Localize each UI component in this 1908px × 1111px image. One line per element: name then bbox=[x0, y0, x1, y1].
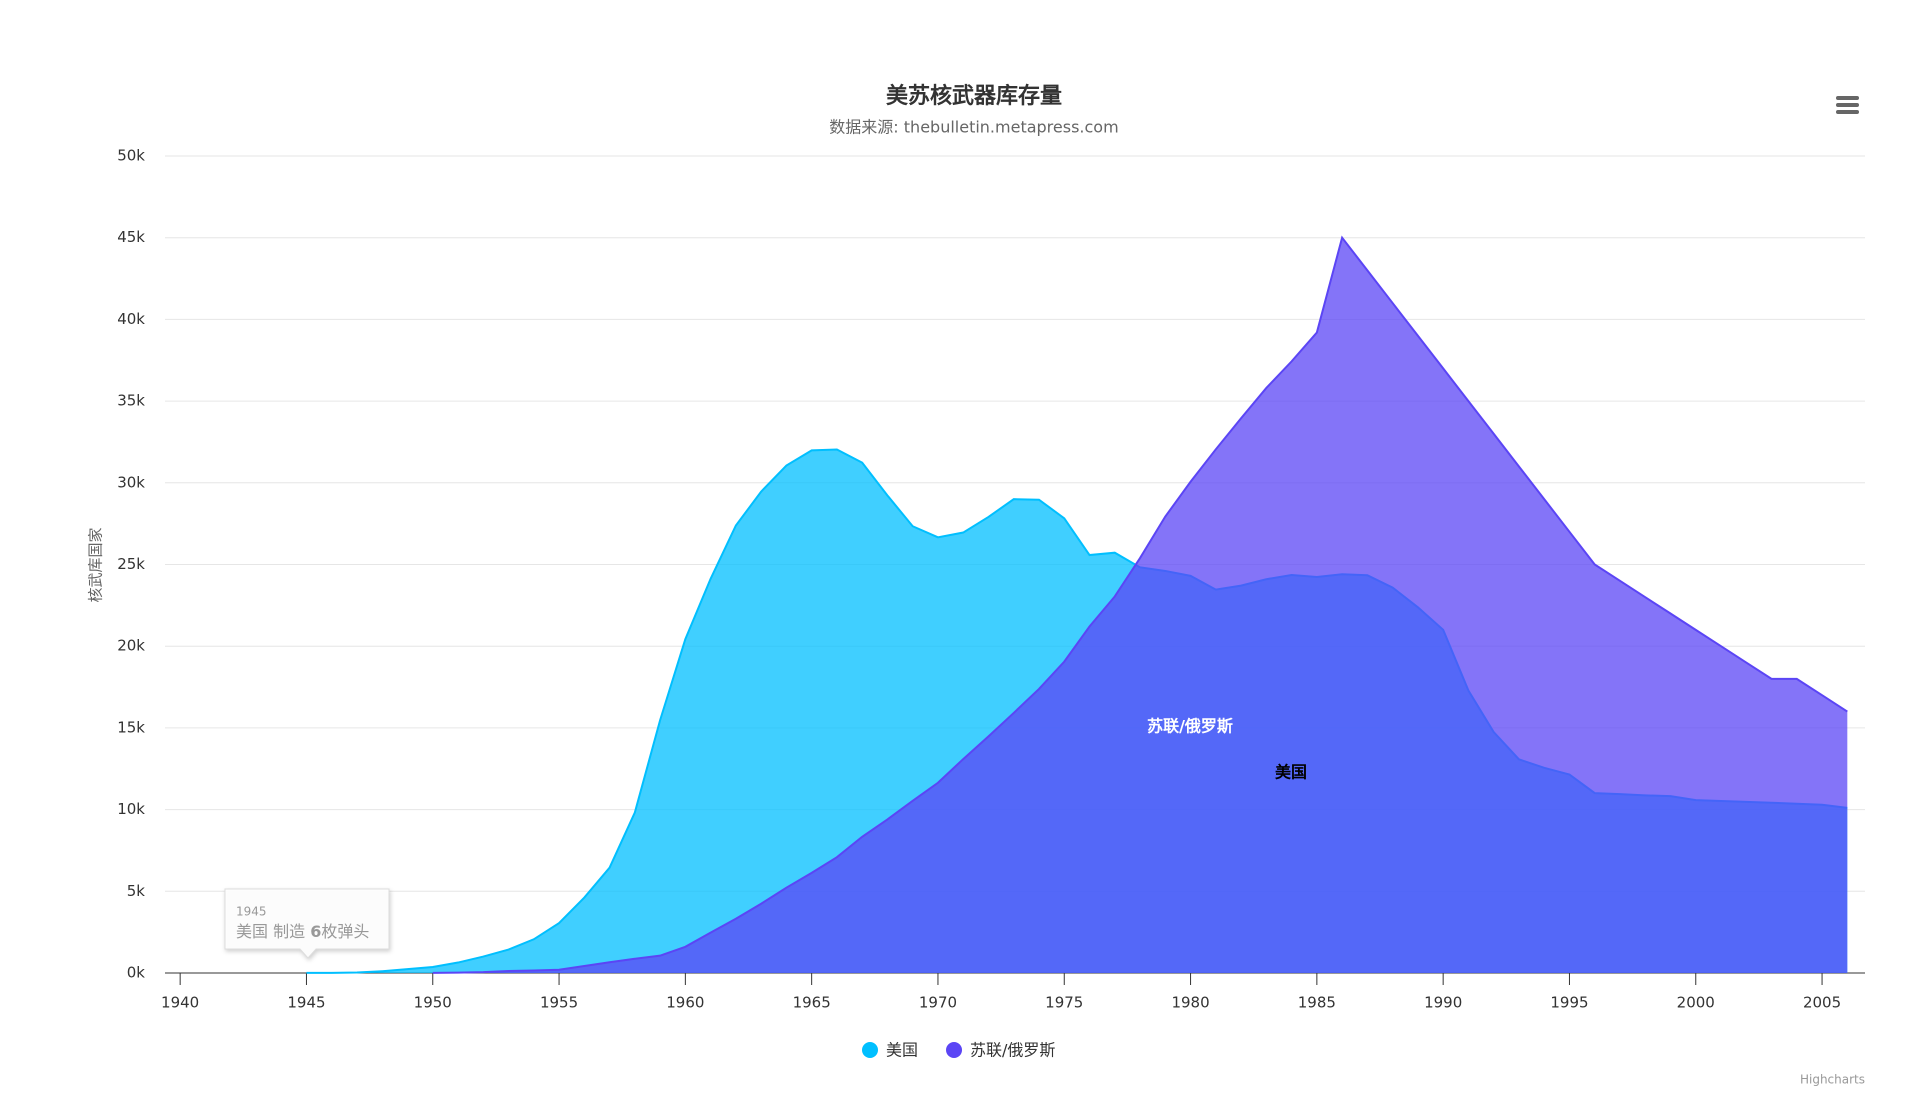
legend-symbol bbox=[946, 1042, 963, 1058]
y-tick-label: 30k bbox=[117, 473, 145, 491]
legend-label: 美国 bbox=[886, 1041, 918, 1060]
menu-bar bbox=[1836, 103, 1859, 107]
x-tick-label: 1945 bbox=[287, 994, 325, 1012]
y-tick-label: 45k bbox=[117, 228, 145, 246]
area-line bbox=[432, 235, 1848, 974]
x-tick-label: 1950 bbox=[414, 994, 452, 1012]
chart-subtitle: 数据来源: thebulletin.metapress.com bbox=[829, 118, 1118, 137]
series-annotation: 苏联/俄罗斯 bbox=[1147, 717, 1233, 736]
tooltip-part: 美国 bbox=[236, 922, 268, 941]
y-tick-label: 25k bbox=[117, 555, 145, 573]
legend-item[interactable]: 美国 bbox=[862, 1041, 918, 1060]
chart-title: 美苏核武器库存量 bbox=[886, 83, 1062, 109]
menu-bar bbox=[1836, 96, 1859, 100]
legend-label: 苏联/俄罗斯 bbox=[970, 1041, 1055, 1060]
menu-bar bbox=[1836, 110, 1859, 114]
x-tick-label: 2005 bbox=[1803, 994, 1841, 1012]
y-tick-label: 5k bbox=[127, 882, 146, 900]
y-tick-label: 10k bbox=[117, 800, 145, 818]
x-tick-label: 1975 bbox=[1045, 994, 1083, 1012]
tooltip-part: 制造 bbox=[273, 922, 305, 941]
tooltip-box bbox=[224, 888, 390, 959]
x-tick-label: 2000 bbox=[1677, 994, 1715, 1012]
x-tick-label: 1995 bbox=[1550, 994, 1588, 1012]
x-tick-label: 1980 bbox=[1171, 994, 1209, 1012]
y-tick-label: 35k bbox=[117, 392, 145, 410]
tooltip-part: 枚弹头 bbox=[321, 922, 369, 941]
credits[interactable]: Highcharts bbox=[1800, 1073, 1865, 1087]
y-tick-label: 0k bbox=[127, 964, 146, 982]
y-tick-label: 20k bbox=[117, 637, 145, 655]
x-tick-label: 1940 bbox=[161, 994, 199, 1012]
y-tick-label: 15k bbox=[117, 718, 145, 736]
x-tick-label: 1960 bbox=[666, 994, 704, 1012]
x-tick-label: 1965 bbox=[793, 994, 831, 1012]
series-annotation: 美国 bbox=[1275, 763, 1307, 782]
tooltip-header: 1945 bbox=[236, 905, 267, 919]
tooltip: 1945 美国 制造 6枚弹头 bbox=[224, 888, 390, 959]
area bbox=[432, 237, 1848, 973]
legend-symbol bbox=[862, 1042, 878, 1058]
tooltip-part: 6 bbox=[310, 922, 321, 941]
y-tick-label: 50k bbox=[117, 147, 145, 165]
legend-item[interactable]: 苏联/俄罗斯 bbox=[946, 1041, 1055, 1060]
y-axis-label: 核武库国家 bbox=[87, 527, 105, 602]
x-tick-label: 1985 bbox=[1298, 994, 1336, 1012]
x-tick-label: 1990 bbox=[1424, 994, 1462, 1012]
tooltip-body: 美国 制造 6枚弹头 bbox=[236, 922, 369, 941]
x-tick-label: 1955 bbox=[540, 994, 578, 1012]
y-tick-label: 40k bbox=[117, 310, 145, 328]
menu-button[interactable] bbox=[1836, 96, 1859, 114]
x-tick-label: 1970 bbox=[919, 994, 957, 1012]
